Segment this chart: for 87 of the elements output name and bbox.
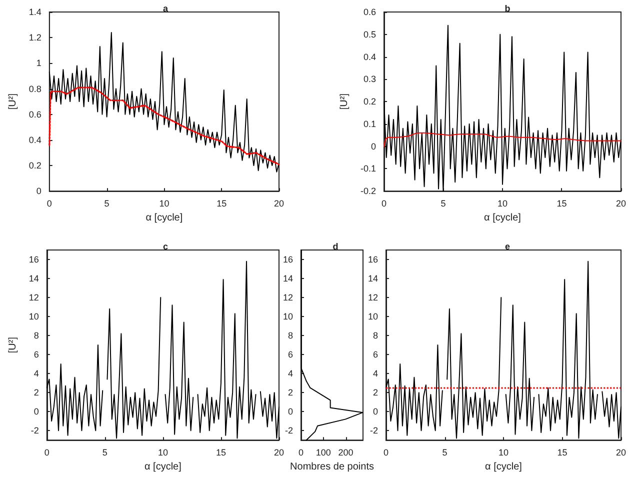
chart-title: b (504, 4, 511, 14)
y-tick-label: 0.4 (28, 134, 42, 145)
y-tick-label: 2 (288, 388, 294, 398)
y-tick-label: 1 (36, 58, 42, 68)
x-axis-title: α [cycle] (146, 212, 183, 224)
y-tick-label: 0.2 (363, 96, 376, 107)
y-axis-title: [U²] (8, 93, 18, 110)
y-tick-label: 12 (28, 292, 39, 303)
line-series (48, 86, 280, 166)
x-tick-label: 10 (158, 448, 168, 458)
y-tick-label: 0 (34, 406, 39, 417)
y-tick-label: 0.2 (28, 160, 42, 171)
x-tick-label: 5 (102, 448, 108, 458)
y-tick-label: 10 (282, 312, 294, 322)
x-tick-label: 5 (442, 448, 448, 458)
y-tick-label: -0.1 (360, 164, 376, 174)
x-axis-title: α [cycle] (144, 462, 182, 472)
y-tick-label: 14 (28, 274, 39, 284)
y-tick-label: 16 (28, 254, 39, 265)
x-tick-label: 15 (556, 198, 567, 209)
x-tick-label: 100 (316, 448, 331, 458)
x-axis-title: α [cycle] (484, 212, 522, 224)
y-tick-label: 4 (288, 368, 294, 379)
x-tick-label: 20 (616, 448, 626, 458)
y-tick-label: -2 (30, 426, 39, 436)
x-tick-label: 0 (46, 198, 52, 209)
x-tick-label: 20 (274, 448, 284, 458)
y-tick-label: -2 (370, 426, 378, 436)
y-tick-label: 2 (34, 388, 39, 398)
line-series (384, 132, 622, 147)
y-tick-label: 1.2 (28, 32, 42, 43)
y-tick-label: 0 (370, 141, 376, 152)
y-tick-label: 10 (368, 312, 378, 322)
x-tick-label: 10 (497, 198, 508, 209)
y-tick-label: 6 (372, 350, 378, 360)
x-axis-title: α [cycle] (485, 462, 522, 472)
line-series (300, 250, 364, 441)
y-tick-label: 2 (372, 388, 378, 398)
chart-title: d (332, 242, 338, 252)
y-tick-label: 8 (34, 330, 39, 341)
y-tick-label: 0.6 (363, 7, 376, 17)
y-tick-label: 0 (36, 186, 42, 196)
y-tick-label: -2 (284, 426, 294, 436)
y-tick-label: 0.1 (363, 118, 376, 129)
x-tick-label: 5 (104, 198, 110, 209)
y-tick-label: 0.4 (363, 52, 376, 62)
chart-title: a (162, 4, 169, 14)
y-tick-label: 8 (288, 330, 294, 341)
y-tick-label: 0.8 (28, 84, 42, 94)
y-tick-label: 16 (368, 254, 378, 265)
y-tick-label: 4 (372, 368, 378, 379)
x-tick-label: 0 (44, 448, 50, 458)
y-tick-label: 14 (368, 274, 378, 284)
y-tick-label: 4 (34, 368, 39, 379)
x-tick-label: 0 (384, 448, 389, 458)
y-tick-label: 12 (282, 292, 294, 303)
y-tick-label: 6 (34, 350, 39, 360)
y-tick-label: 1.4 (28, 7, 42, 17)
y-tick-label: 0.6 (28, 109, 42, 120)
y-tick-label: 14 (282, 274, 294, 284)
y-tick-label: 12 (368, 292, 378, 303)
y-axis-title: [U²] (339, 93, 350, 110)
x-tick-label: 0 (381, 198, 387, 209)
x-tick-label: 0 (298, 448, 304, 458)
y-tick-label: 8 (372, 330, 378, 341)
x-tick-label: 15 (557, 448, 568, 458)
y-tick-label: 0.3 (363, 74, 376, 84)
y-tick-label: 0.5 (363, 29, 376, 40)
x-tick-label: 10 (159, 198, 170, 209)
x-tick-label: 5 (440, 198, 446, 209)
chart-title: c (162, 242, 168, 252)
y-tick-label: -0.2 (360, 186, 376, 196)
chart-title: e (504, 242, 510, 252)
y-tick-label: 10 (28, 312, 39, 322)
line-series (48, 32, 280, 172)
y-tick-label: 16 (282, 254, 294, 265)
y-axis-title: [U²] (8, 336, 18, 354)
x-tick-label: 15 (216, 198, 227, 209)
y-tick-label: 6 (288, 350, 294, 360)
y-tick-label: 0 (372, 406, 378, 417)
x-tick-label: 20 (616, 198, 626, 209)
x-tick-label: 15 (216, 448, 226, 458)
x-tick-label: 10 (498, 448, 509, 458)
y-tick-label: 0 (288, 406, 294, 417)
x-tick-label: 20 (274, 198, 284, 209)
x-tick-label: 200 (338, 448, 354, 458)
x-axis-title: Nombres de points (290, 462, 374, 472)
